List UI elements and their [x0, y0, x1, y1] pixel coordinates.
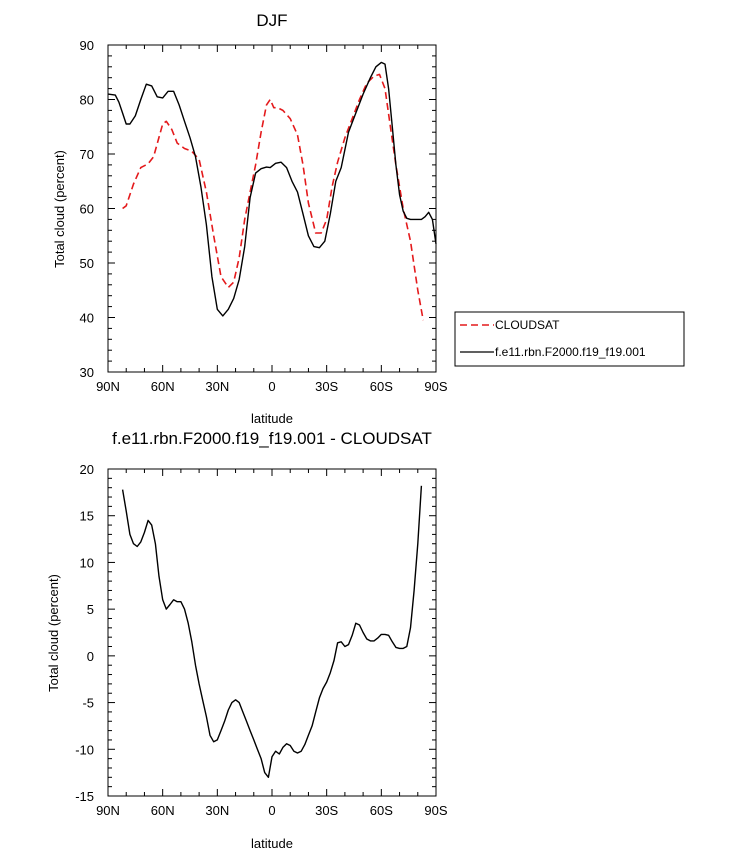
top-x-tick-label: 90S [424, 379, 447, 394]
bottom-x-tick-label: 0 [268, 803, 275, 818]
top-series-line-1 [107, 61, 437, 317]
bottom-x-tick-label: 60S [370, 803, 393, 818]
bottom-y-tick-label: 10 [80, 555, 94, 570]
bottom-y-tick-label: -15 [75, 789, 94, 804]
top-x-tick-label: 60S [370, 379, 393, 394]
bottom-chart-ylabel: Total cloud (percent) [46, 574, 61, 692]
legend-label-cloudsat: CLOUDSAT [495, 318, 560, 332]
bottom-x-tick-label: 90S [424, 803, 447, 818]
top-chart-ticks: 90N 60N 30N 0 30S 60S 90S 30 40 50 60 70 80 90 [80, 38, 448, 394]
bottom-y-tick-label: 5 [87, 602, 94, 617]
bottom-chart-title: f.e11.rbn.F2000.f19_f19.001 - CLOUDSAT [112, 429, 432, 448]
bottom-x-tick-label: 90N [96, 803, 120, 818]
top-chart-series [107, 61, 437, 321]
bottom-y-tick-label: 0 [87, 649, 94, 664]
top-y-tick-label: 40 [80, 311, 94, 326]
bottom-chart-xlabel: latitude [251, 836, 293, 851]
bottom-y-tick-label: 20 [80, 462, 94, 477]
top-x-tick-label: 30S [315, 379, 338, 394]
bottom-x-tick-label: 30N [205, 803, 229, 818]
bottom-y-tick-label: -5 [82, 696, 94, 711]
top-y-tick-label: 60 [80, 202, 94, 217]
top-y-tick-label: 80 [80, 93, 94, 108]
bottom-series-line-0 [121, 485, 423, 778]
top-x-tick-label: 0 [268, 379, 275, 394]
top-chart-ylabel: Total cloud (percent) [52, 150, 67, 268]
top-chart: DJF 90N 60N 30N 0 30S 60S 90S 30 40 50 60 70 80 90 To… [52, 11, 448, 426]
top-x-tick-label: 90N [96, 379, 120, 394]
bottom-chart-frame [107, 468, 437, 797]
top-x-tick-label: 60N [151, 379, 175, 394]
top-chart-xlabel: latitude [251, 411, 293, 426]
legend: CLOUDSAT f.e11.rbn.F2000.f19_f19.001 [454, 311, 685, 367]
top-y-tick-label: 50 [80, 256, 94, 271]
top-y-tick-label: 30 [80, 365, 94, 380]
bottom-chart: f.e11.rbn.F2000.f19_f19.001 - CLOUDSAT 9… [46, 429, 448, 851]
top-y-tick-label: 70 [80, 147, 94, 162]
top-chart-frame [107, 44, 437, 373]
top-x-tick-label: 30N [205, 379, 229, 394]
top-chart-title: DJF [256, 11, 287, 30]
legend-label-model: f.e11.rbn.F2000.f19_f19.001 [495, 345, 646, 359]
bottom-x-tick-label: 30S [315, 803, 338, 818]
bottom-y-tick-label: 15 [80, 509, 94, 524]
bottom-y-tick-label: -10 [75, 742, 94, 757]
legend-box [454, 311, 685, 367]
top-series-line-0 [122, 73, 424, 321]
bottom-chart-ticks: 90N 60N 30N 0 30S 60S 90S -15 -10 -5 0 5 10 15 20 [75, 462, 448, 818]
bottom-chart-series [121, 485, 423, 778]
bottom-x-tick-label: 60N [151, 803, 175, 818]
top-y-tick-label: 90 [80, 38, 94, 53]
